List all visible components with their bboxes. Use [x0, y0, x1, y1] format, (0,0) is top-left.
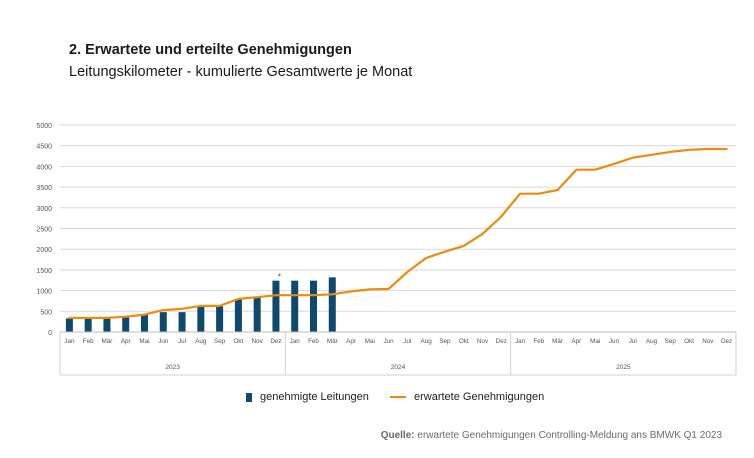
bar [178, 312, 186, 332]
legend-bars-label: genehmigte Leitungen [260, 391, 369, 403]
x-tick-label: Jan [515, 338, 526, 345]
bar [84, 318, 92, 332]
x-tick-label: Apr [121, 338, 131, 345]
x-tick-label: Jun [384, 338, 395, 345]
x-tick-label: Apr [346, 338, 356, 345]
x-tick-label: Sep [439, 338, 451, 345]
legend-bar-swatch [246, 392, 252, 402]
source-text: erwartete Genehmigungen Controlling-Meld… [417, 430, 722, 441]
bar [122, 317, 130, 332]
x-tick-label: Jul [629, 338, 637, 345]
bar [328, 277, 336, 332]
y-tick-label: 1000 [36, 289, 52, 296]
year-label: 2025 [616, 364, 631, 371]
bar [103, 318, 111, 332]
x-tick-label: Sep [665, 338, 677, 345]
x-tick-label: Apr [571, 338, 581, 345]
x-tick-label: Mai [590, 338, 600, 345]
x-tick-label: Mär [102, 338, 113, 345]
legend: genehmigte Leitungen erwartete Genehmigu… [0, 391, 754, 407]
y-tick-label: 4000 [36, 164, 52, 171]
bar [159, 312, 167, 332]
bar-series: * [65, 273, 336, 332]
x-tick-label: Okt [233, 338, 243, 345]
legend-item-line: erwartete Genehmigungen [390, 391, 544, 403]
bar [253, 297, 261, 332]
x-tick-label: Dez [721, 338, 732, 345]
x-tick-label: Feb [308, 338, 319, 345]
y-tick-label: 0 [48, 330, 52, 337]
x-tick-label: Feb [533, 338, 544, 345]
chart-subtitle: Leitungskilometer - kumulierte Gesamtwer… [69, 64, 413, 80]
x-tick-label: Jan [64, 338, 75, 345]
legend-line-label: erwartete Genehmigungen [414, 391, 545, 403]
x-tick-label: Dez [496, 338, 507, 345]
source-note: Quelle: erwartete Genehmigungen Controll… [381, 430, 722, 441]
legend-line-swatch [390, 396, 406, 398]
line-series [68, 147, 728, 319]
bar [141, 314, 148, 332]
x-tick-label: Mär [327, 338, 338, 345]
y-tick-label: 4500 [36, 144, 52, 151]
source-label: Quelle: [380, 430, 415, 441]
y-axis-ticks: 0 500 1000 1500 2000 2500 3000 3500 4000 4500 5000 [36, 123, 52, 337]
chart-title: 2. Erwartete und erteilte Genehmigungen [69, 42, 352, 58]
bar [272, 280, 280, 332]
x-tick-label: Mär [552, 338, 563, 345]
y-tick-label: 500 [40, 309, 52, 316]
y-tick-label: 2000 [36, 247, 52, 254]
bar [291, 280, 299, 332]
x-tick-label: Aug [195, 338, 207, 345]
x-tick-label: Feb [83, 338, 94, 345]
x-axis: Jan Feb Mär Apr Mai Jun Jul Aug Sep Okt Nov Dez Jan F… [59, 331, 737, 376]
bar-annotation: * [278, 273, 281, 282]
x-tick-label: Aug [646, 338, 658, 345]
x-tick-label: Jun [609, 338, 620, 345]
y-tick-label: 2500 [36, 227, 52, 234]
x-tick-label: Dez [270, 338, 281, 345]
x-tick-label: Mai [365, 338, 375, 345]
x-tick-label: Nov [702, 338, 714, 345]
gridlines [60, 124, 736, 333]
x-tick-label: Nov [477, 338, 489, 345]
line-path [68, 147, 728, 319]
y-tick-label: 3500 [36, 185, 52, 192]
y-tick-label: 5000 [36, 123, 52, 130]
x-tick-label: Aug [421, 338, 433, 345]
x-tick-label: Jun [158, 338, 169, 345]
x-tick-label: Okt [459, 338, 469, 345]
x-tick-label: Nov [252, 338, 264, 345]
bar [197, 306, 205, 332]
year-label: 2024 [391, 364, 406, 371]
bar [310, 280, 317, 332]
x-tick-label: Okt [684, 338, 694, 345]
y-tick-label: 1500 [36, 268, 52, 275]
x-tick-label: Jul [178, 338, 186, 345]
year-label: 2023 [165, 364, 180, 371]
x-tick-label: Jan [290, 338, 301, 345]
bar [65, 318, 73, 332]
y-tick-label: 3000 [36, 206, 52, 213]
x-tick-label: Sep [214, 338, 226, 345]
x-tick-label: Mai [139, 338, 149, 345]
bar [234, 299, 242, 332]
legend-item-bars: genehmigte Leitungen [246, 391, 369, 403]
x-tick-label: Jul [403, 338, 411, 345]
bar [216, 306, 224, 332]
